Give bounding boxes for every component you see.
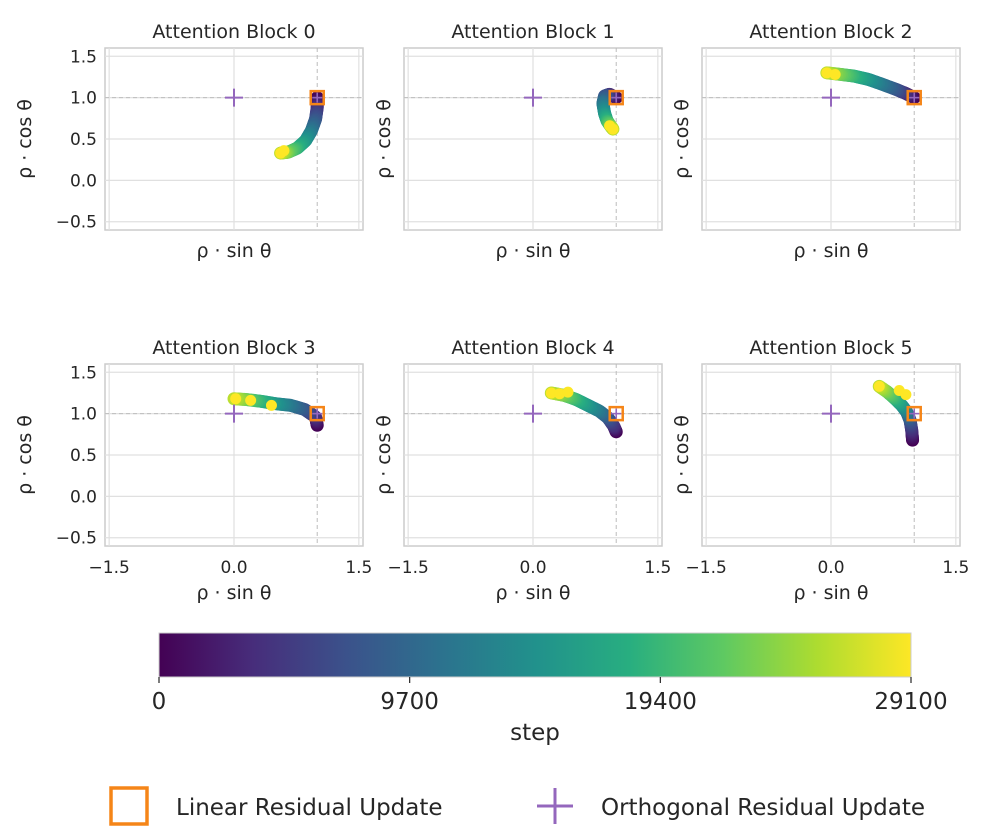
final-step-point	[545, 387, 557, 399]
linear-update-marker	[906, 405, 922, 422]
linear-update-marker	[309, 89, 325, 106]
final-step-point	[607, 123, 619, 135]
panel-title: Attention Block 2	[749, 21, 912, 43]
legend-linear-label: Linear Residual Update	[176, 795, 443, 821]
x-axis-label: ρ · sin θ	[793, 582, 868, 604]
final-step-point	[829, 68, 841, 80]
x-tick-label: −1.5	[686, 558, 727, 578]
final-step-point	[821, 67, 833, 79]
y-tick-label: 0.5	[70, 130, 97, 150]
final-step-point	[265, 399, 277, 411]
final-step-point	[278, 145, 290, 157]
x-tick-label: −1.5	[388, 558, 429, 578]
colorbar-tick-label: 9700	[380, 689, 439, 715]
x-tick-label: 0.0	[220, 558, 247, 578]
linear-update-marker	[906, 89, 922, 106]
y-tick-label: 0.0	[70, 171, 97, 191]
x-axis-label: ρ · sin θ	[196, 240, 271, 262]
x-axis-label: ρ · sin θ	[196, 582, 271, 604]
x-tick-label: 0.0	[519, 558, 546, 578]
final-step-point	[230, 393, 242, 405]
linear-update-marker	[309, 405, 325, 422]
legend-orthogonal-marker	[537, 788, 573, 824]
y-tick-label: 0.0	[70, 487, 97, 507]
subplot-grid: Attention Block 0 1.5 1.0 0.5 0.0 −0.5 ρ · cos…	[14, 21, 969, 604]
linear-update-marker	[608, 405, 624, 422]
x-axis-label: ρ · sin θ	[495, 240, 570, 262]
panel-3: Attention Block 3 1.5 1.0 0.5 0.0 −0.5 ρ · cos…	[14, 337, 372, 604]
y-tick-label: 1.5	[70, 363, 97, 383]
colorbar-tick-label: 0	[152, 689, 167, 715]
x-tick-label: 1.5	[345, 558, 372, 578]
y-axis-label: ρ · cos θ	[14, 99, 36, 179]
panel-title: Attention Block 1	[451, 21, 614, 43]
x-axis-label: ρ · sin θ	[793, 240, 868, 262]
y-axis-label: ρ · cos θ	[14, 415, 36, 495]
panel-2: Attention Block 2 ρ · cos θ ρ · sin θ	[671, 21, 961, 262]
colorbar: 0 9700 19400 29100 step	[152, 632, 948, 746]
panel-4: Attention Block 4 ρ · cos θ −1.5 0.0 1.5 ρ · …	[373, 337, 671, 604]
y-tick-label: 1.0	[70, 405, 97, 425]
panel-title: Attention Block 3	[152, 337, 315, 359]
final-step-point	[873, 380, 885, 392]
y-tick-label: −0.5	[56, 213, 97, 233]
x-axis-label: ρ · sin θ	[495, 582, 570, 604]
panel-1: Attention Block 1 ρ · cos θ ρ · sin θ	[373, 21, 663, 262]
colorbar-ticks: 0 9700 19400 29100	[152, 677, 948, 715]
final-step-point	[554, 388, 566, 400]
panel-title: Attention Block 4	[451, 337, 614, 359]
y-tick-label: 1.0	[70, 89, 97, 109]
colorbar-label: step	[510, 720, 560, 746]
final-step-point	[245, 394, 257, 406]
legend-linear-marker	[109, 786, 149, 826]
panel-0: Attention Block 0 1.5 1.0 0.5 0.0 −0.5 ρ · cos…	[14, 21, 364, 262]
y-axis-label: ρ · cos θ	[671, 99, 693, 179]
legend: Linear Residual Update Orthogonal Residu…	[109, 786, 925, 826]
colorbar-tick-label: 19400	[624, 689, 697, 715]
final-step-point	[562, 386, 574, 398]
x-tick-label: 1.5	[644, 558, 671, 578]
y-axis-label: ρ · cos θ	[373, 99, 395, 179]
y-tick-label: 0.5	[70, 446, 97, 466]
colorbar-gradient	[158, 632, 912, 678]
y-axis-label: ρ · cos θ	[671, 415, 693, 495]
y-tick-label: −0.5	[56, 529, 97, 549]
y-axis-label: ρ · cos θ	[373, 415, 395, 495]
linear-update-marker	[608, 89, 624, 106]
colorbar-tick-label: 29100	[874, 689, 947, 715]
x-tick-label: 1.5	[942, 558, 969, 578]
y-tick-label: 1.5	[70, 47, 97, 67]
panel-title: Attention Block 5	[749, 337, 912, 359]
legend-orthogonal-label: Orthogonal Residual Update	[601, 795, 925, 821]
x-tick-label: −1.5	[89, 558, 130, 578]
x-tick-label: 0.0	[817, 558, 844, 578]
panel-5: Attention Block 5 ρ · cos θ −1.5 0.0 1.5 ρ · …	[671, 337, 969, 604]
final-step-point	[900, 389, 912, 401]
panel-title: Attention Block 0	[152, 21, 315, 43]
